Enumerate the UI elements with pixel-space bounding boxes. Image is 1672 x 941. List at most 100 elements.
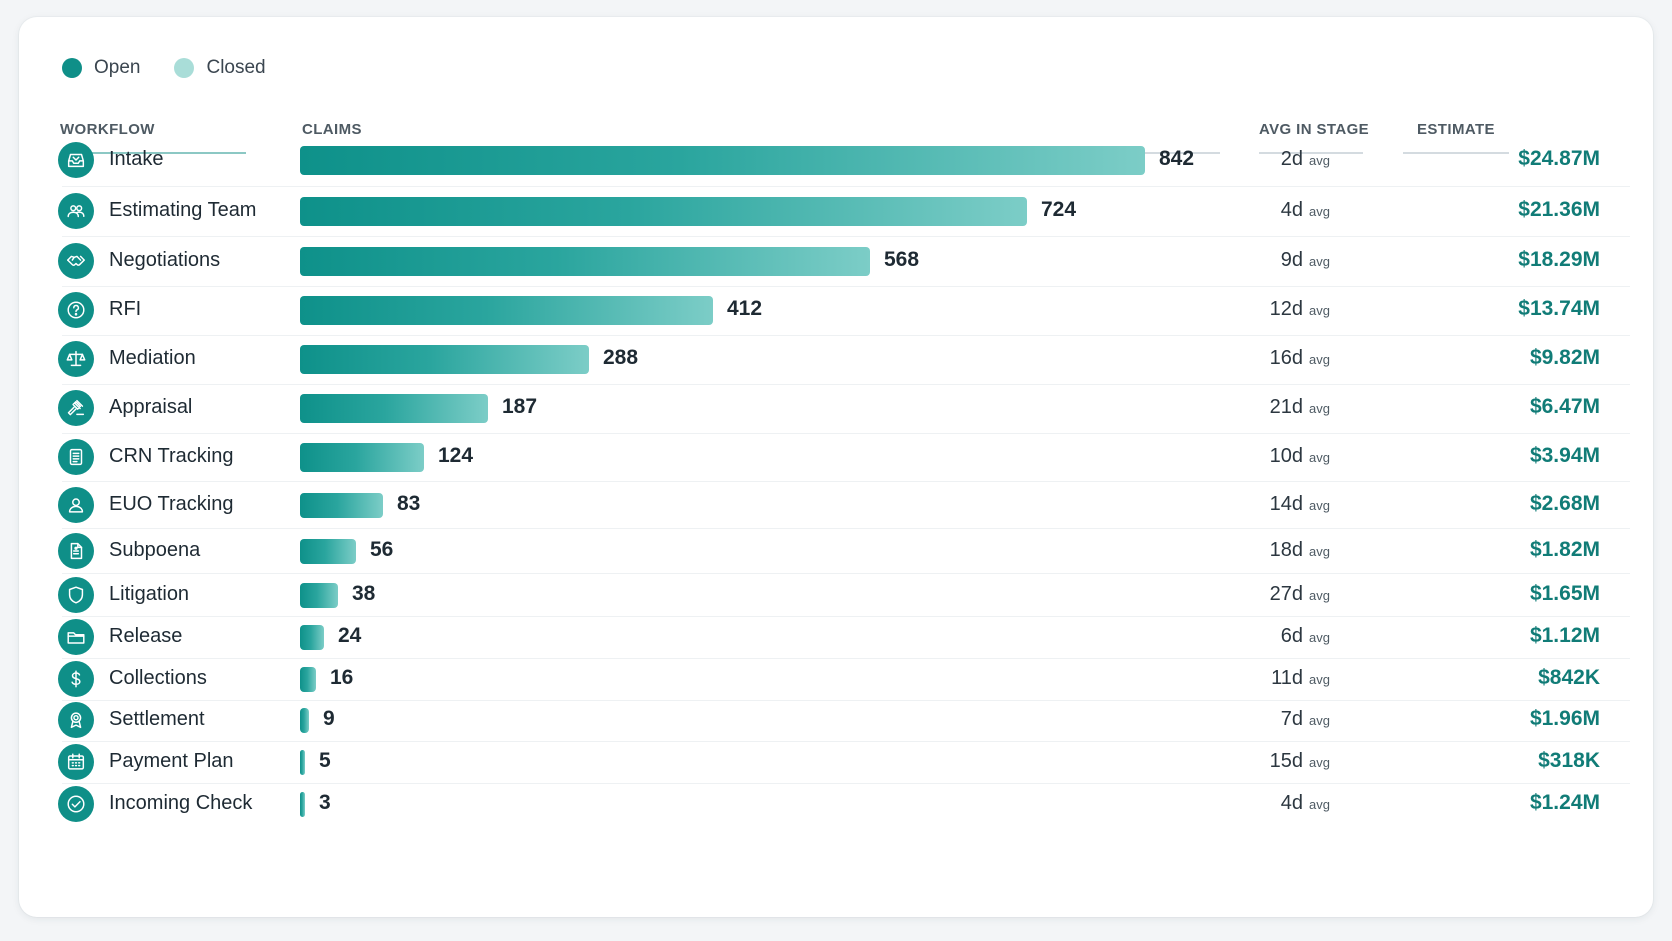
workflow-name[interactable]: Payment Plan xyxy=(109,750,234,772)
claims-count: 724 xyxy=(1041,198,1077,221)
claims-count: 3 xyxy=(319,791,331,814)
row-divider xyxy=(62,335,1630,336)
avg-days: 7d xyxy=(1280,708,1304,730)
claims-count: 56 xyxy=(370,538,394,561)
legend: Open Closed xyxy=(62,57,266,79)
estimate-value: $1.82M xyxy=(1529,538,1600,561)
avg-days: 21d xyxy=(1269,396,1304,418)
workflow-name[interactable]: Subpoena xyxy=(109,539,201,561)
avg-in-stage: 11d avg xyxy=(1271,667,1330,690)
workflow-name[interactable]: Release xyxy=(109,625,183,647)
workflow-name[interactable]: Mediation xyxy=(109,347,196,369)
avg-in-stage: 7d avg xyxy=(1281,708,1330,731)
workflow-name[interactable]: RFI xyxy=(109,298,142,320)
avg-unit: avg xyxy=(1309,672,1330,687)
estimate-value: $1.65M xyxy=(1529,582,1600,605)
team-icon xyxy=(58,193,94,229)
workflow-name[interactable]: Litigation xyxy=(109,583,190,605)
claims-bar[interactable] xyxy=(300,624,324,650)
row-divider xyxy=(62,286,1630,287)
column-header-claims[interactable]: CLAIMS xyxy=(302,121,362,138)
avg-unit: avg xyxy=(1309,450,1330,465)
avg-unit: avg xyxy=(1309,544,1330,559)
row-divider xyxy=(62,616,1630,617)
avg-unit: avg xyxy=(1309,303,1330,318)
award-icon xyxy=(58,702,94,738)
estimate-value: $842K xyxy=(1538,666,1600,689)
claims-bar[interactable] xyxy=(300,666,316,692)
avg-in-stage: 21d avg xyxy=(1270,396,1330,419)
row-divider xyxy=(62,481,1630,482)
avg-header-underline xyxy=(1259,152,1363,154)
calendar-icon xyxy=(58,744,94,780)
workflow-name[interactable]: Intake xyxy=(109,148,164,170)
avg-unit: avg xyxy=(1309,352,1330,367)
estimate-value: $3.94M xyxy=(1529,444,1600,467)
avg-days: 10d xyxy=(1269,445,1304,467)
claims-count: 5 xyxy=(319,749,331,772)
estimate-value: $13.74M xyxy=(1518,297,1600,320)
claims-bar[interactable] xyxy=(300,393,488,423)
estimate-value: $1.24M xyxy=(1529,791,1600,814)
check-circle-icon xyxy=(58,786,94,822)
row-divider xyxy=(62,384,1630,385)
estimate-value: $6.47M xyxy=(1529,395,1600,418)
legal-document-icon xyxy=(58,533,94,569)
row-divider xyxy=(62,433,1630,434)
avg-days: 18d xyxy=(1269,539,1304,561)
estimate-value: $21.36M xyxy=(1518,198,1600,221)
claims-bar[interactable] xyxy=(300,538,356,564)
column-header-workflow[interactable]: WORKFLOW xyxy=(60,121,155,138)
row-divider xyxy=(62,783,1630,784)
document-icon xyxy=(58,439,94,475)
gavel-icon xyxy=(58,390,94,426)
claims-bar[interactable] xyxy=(300,246,870,276)
estimate-header-underline xyxy=(1403,152,1509,154)
claims-bar[interactable] xyxy=(300,749,305,775)
avg-days: 12d xyxy=(1269,298,1304,320)
row-divider xyxy=(62,186,1630,187)
avg-days: 15d xyxy=(1269,750,1304,772)
legend-item-open[interactable]: Open xyxy=(62,57,140,79)
workflow-name[interactable]: Estimating Team xyxy=(109,199,257,221)
workflow-name[interactable]: Collections xyxy=(109,667,207,689)
workflow-claims-card: Open Closed WORKFLOW CLAIMS AVG IN STAGE… xyxy=(19,17,1653,917)
claims-bar[interactable] xyxy=(300,582,338,608)
avg-in-stage: 16d avg xyxy=(1270,347,1330,370)
avg-unit: avg xyxy=(1309,498,1330,513)
avg-in-stage: 4d avg xyxy=(1281,199,1330,222)
legend-item-closed[interactable]: Closed xyxy=(174,57,266,79)
avg-unit: avg xyxy=(1309,254,1330,269)
workflow-name[interactable]: Incoming Check xyxy=(109,792,253,814)
claims-bar[interactable] xyxy=(300,344,589,374)
column-header-avg-in-stage[interactable]: AVG IN STAGE xyxy=(1259,121,1370,138)
row-divider xyxy=(62,573,1630,574)
dollar-icon xyxy=(58,661,94,697)
open-swatch xyxy=(62,58,82,78)
handshake-icon xyxy=(58,243,94,279)
claims-count: 83 xyxy=(397,492,421,515)
column-header-estimate[interactable]: ESTIMATE xyxy=(1417,121,1495,138)
avg-in-stage: 6d avg xyxy=(1281,625,1330,648)
estimate-value: $24.87M xyxy=(1518,147,1600,170)
workflow-name[interactable]: Negotiations xyxy=(109,249,221,271)
workflow-name[interactable]: CRN Tracking xyxy=(109,445,234,467)
claims-bar[interactable] xyxy=(300,492,383,518)
workflow-name[interactable]: Settlement xyxy=(109,708,205,730)
claims-bar[interactable] xyxy=(300,145,1145,175)
claims-bar[interactable] xyxy=(300,791,305,817)
question-icon xyxy=(58,292,94,328)
workflow-name[interactable]: EUO Tracking xyxy=(109,493,234,515)
avg-in-stage: 9d avg xyxy=(1281,249,1330,272)
claims-bar[interactable] xyxy=(300,442,424,472)
claims-bar[interactable] xyxy=(300,295,713,325)
claims-bar[interactable] xyxy=(300,196,1027,226)
legend-open-label: Open xyxy=(94,57,141,78)
claims-bar[interactable] xyxy=(300,707,309,733)
avg-days: 27d xyxy=(1269,583,1304,605)
workflow-name[interactable]: Appraisal xyxy=(109,396,193,418)
estimate-value: $18.29M xyxy=(1518,248,1600,271)
shield-icon xyxy=(58,577,94,613)
claims-count: 24 xyxy=(338,624,362,647)
avg-in-stage: 18d avg xyxy=(1270,539,1330,562)
